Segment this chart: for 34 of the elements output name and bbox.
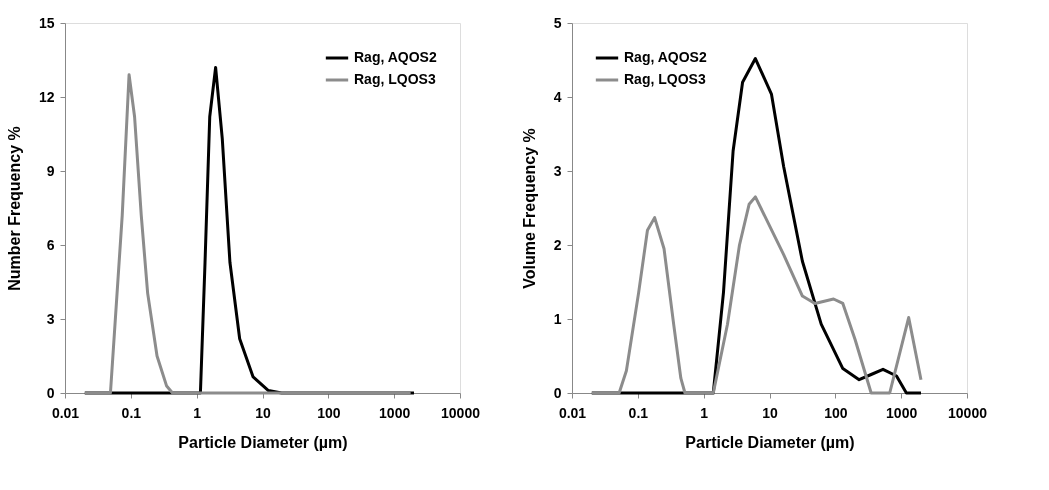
x-tick-label: 10000 <box>948 404 988 421</box>
x-tick-label: 1000 <box>379 404 411 421</box>
y-tick-label: 3 <box>553 162 562 179</box>
y-tick-label: 15 <box>38 14 55 31</box>
y-tick-label: 6 <box>46 236 55 253</box>
y-axis-title: Number Frequency % <box>5 126 23 291</box>
legend-label: Rag, AQOS2 <box>624 49 707 65</box>
x-tick-label: 100 <box>317 404 341 421</box>
y-tick-label: 2 <box>553 236 562 253</box>
y-tick-label: 0 <box>553 384 562 401</box>
legend-label: Rag, AQOS2 <box>354 49 437 65</box>
x-tick-label: 1 <box>193 404 202 421</box>
y-axis-title: Volume Frequency % <box>520 128 538 289</box>
x-tick-label: 0.01 <box>558 404 587 421</box>
y-tick-label: 9 <box>46 162 55 179</box>
y-tick-label: 3 <box>46 310 55 327</box>
y-tick-label: 12 <box>38 88 55 105</box>
y-tick-label: 4 <box>553 88 562 105</box>
x-tick-label: 1000 <box>886 404 918 421</box>
x-axis-title: Particle Diameter (µm) <box>178 433 348 451</box>
x-tick-label: 10000 <box>441 404 481 421</box>
x-tick-label: 100 <box>824 404 848 421</box>
legend-label: Rag, LQOS3 <box>354 71 436 87</box>
x-tick-label: 10 <box>762 404 778 421</box>
x-tick-label: 0.01 <box>51 404 80 421</box>
legend-label: Rag, LQOS3 <box>624 71 706 87</box>
x-tick-label: 0.1 <box>628 404 649 421</box>
y-tick-label: 0 <box>46 384 55 401</box>
y-tick-label: 5 <box>553 14 562 31</box>
x-tick-label: 1 <box>700 404 709 421</box>
x-axis-title: Particle Diameter (µm) <box>685 433 855 451</box>
x-tick-label: 10 <box>255 404 271 421</box>
x-tick-label: 0.1 <box>121 404 142 421</box>
y-tick-label: 1 <box>553 310 562 327</box>
